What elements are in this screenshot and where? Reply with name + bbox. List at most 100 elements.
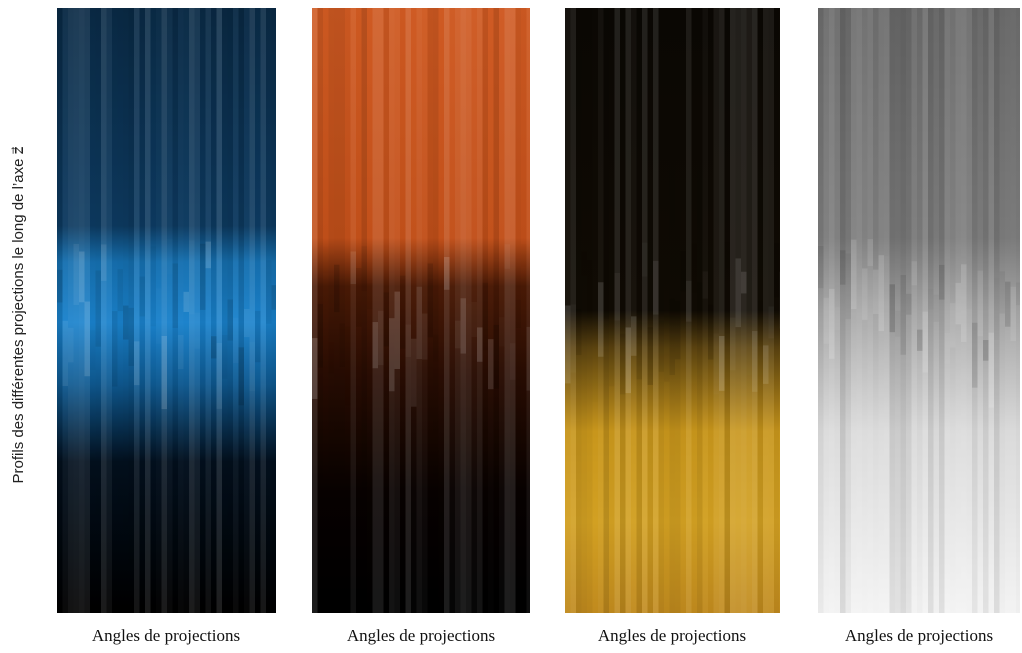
texture-stripe (966, 8, 972, 613)
texture-patch (1016, 282, 1020, 306)
texture-stripe (211, 8, 217, 613)
texture-stripe (664, 8, 670, 613)
texture-patch (625, 327, 631, 394)
texture-patch (565, 305, 571, 384)
texture-stripe (394, 8, 400, 613)
texture-patch (178, 335, 184, 370)
x-axis-label: Angles de projections (346, 626, 496, 645)
texture-patch (857, 246, 863, 277)
texture-patch (598, 282, 604, 357)
texture-stripe (238, 8, 244, 613)
texture-patch (526, 326, 530, 391)
texture-patch (735, 258, 741, 328)
texture-patch (587, 260, 593, 318)
texture-stripe (1016, 8, 1020, 613)
texture-patch (172, 263, 178, 328)
texture-patch (367, 283, 373, 308)
texture-patch (238, 347, 244, 406)
texture-patch (117, 269, 123, 312)
texture-patch (779, 271, 780, 329)
texture-patch (609, 321, 615, 386)
texture-patch (576, 309, 582, 356)
texture-patch (834, 307, 840, 331)
texture-patch (57, 269, 63, 303)
texture-patch (972, 322, 978, 388)
texture-stripe (625, 8, 631, 613)
texture-stripe (350, 8, 356, 613)
texture-stripe (416, 8, 422, 613)
texture-patch (90, 330, 96, 370)
texture-stripe (62, 8, 68, 613)
texture-patch (911, 261, 917, 286)
texture-patch (730, 318, 736, 371)
texture-patch (758, 300, 764, 346)
texture-patch (1010, 286, 1016, 342)
texture-patch (840, 250, 846, 285)
texture-patch (955, 282, 961, 325)
texture-patch (261, 278, 267, 343)
texture-patch (266, 260, 272, 324)
texture-stripe (642, 8, 648, 613)
texture-patch (845, 253, 851, 320)
texture-patch (323, 247, 329, 273)
texture-stripe (834, 8, 840, 613)
texture-patch (582, 251, 588, 275)
texture-stripe (233, 8, 239, 613)
texture-stripe (565, 8, 571, 613)
texture-stripe (334, 8, 340, 613)
texture-stripe (878, 8, 884, 613)
texture-stripe (774, 8, 780, 613)
texture-patch (521, 244, 527, 267)
texture-stripe (499, 8, 505, 613)
texture-patch (653, 260, 659, 315)
texture-stripe (389, 8, 395, 613)
texture-patch (339, 323, 345, 367)
texture-patch (312, 338, 318, 399)
texture-patch (394, 291, 400, 370)
texture-patch (255, 310, 261, 363)
texture-stripe (405, 8, 411, 613)
texture-stripe (521, 8, 527, 613)
texture-patch (95, 270, 101, 347)
y-axis-label: Profils des différentes projections le l… (10, 146, 27, 484)
texture-stripe (609, 8, 615, 613)
texture-patch (939, 264, 945, 300)
texture-stripe (488, 8, 494, 613)
texture-stripe (68, 8, 74, 613)
texture-stripe (653, 8, 659, 613)
texture-stripe (504, 8, 510, 613)
texture-stripe (856, 8, 862, 613)
texture-stripe (455, 8, 461, 613)
texture-stripe (460, 8, 466, 613)
texture-stripe (713, 8, 719, 613)
texture-stripe (427, 8, 433, 613)
texture-stripe (84, 8, 90, 613)
texture-patch (406, 325, 412, 357)
texture-patch (233, 318, 239, 363)
texture-stripe (735, 8, 741, 613)
texture-stripe (167, 8, 173, 613)
texture-stripe (493, 8, 499, 613)
texture-stripe (372, 8, 378, 613)
texture-patch (450, 251, 456, 309)
texture-patch (422, 313, 428, 360)
texture-stripe (994, 8, 1000, 613)
texture-patch (350, 251, 356, 285)
texture-stripe (939, 8, 945, 613)
texture-stripe (763, 8, 769, 613)
texture-stripe (988, 8, 994, 613)
texture-stripe (249, 8, 255, 613)
texture-stripe (444, 8, 450, 613)
texture-patch (68, 327, 74, 363)
texture-stripe (614, 8, 620, 613)
texture-stripe (581, 8, 587, 613)
texture-patch (829, 288, 835, 359)
sinogram-yellow (565, 8, 780, 613)
texture-patch (200, 243, 206, 310)
texture-patch (944, 332, 950, 364)
texture-patch (510, 343, 516, 380)
texture-patch (515, 299, 521, 329)
texture-stripe (570, 8, 576, 613)
texture-patch (658, 320, 664, 372)
